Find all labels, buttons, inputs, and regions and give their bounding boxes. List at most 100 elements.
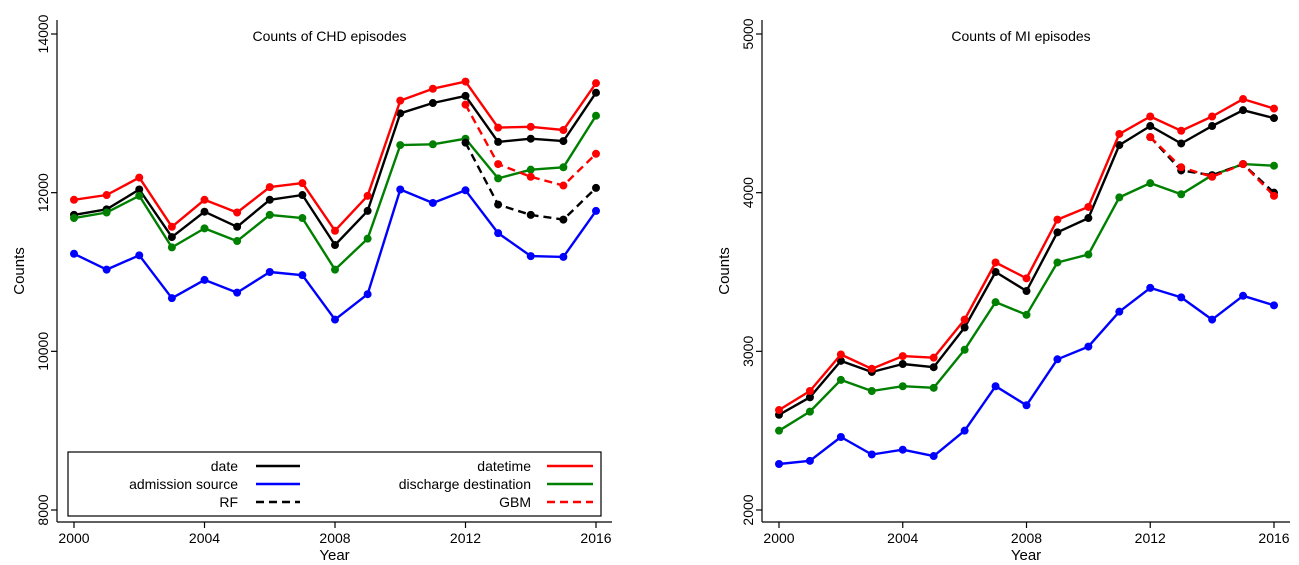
data-point	[1023, 287, 1031, 295]
data-point	[1239, 95, 1247, 103]
data-point	[331, 316, 339, 324]
data-point	[837, 433, 845, 441]
data-point	[462, 78, 470, 86]
chart-title: Counts of CHD episodes	[252, 28, 406, 44]
data-point	[331, 266, 339, 274]
data-point	[1084, 251, 1092, 259]
data-point	[233, 289, 241, 297]
data-point	[201, 224, 209, 232]
data-point	[1270, 162, 1278, 170]
data-point	[806, 457, 814, 465]
data-point	[462, 139, 470, 147]
data-point	[527, 252, 535, 260]
data-point	[868, 387, 876, 395]
series-line-RF	[466, 143, 597, 220]
data-point	[429, 140, 437, 148]
data-point	[1023, 311, 1031, 319]
data-point	[103, 209, 111, 217]
legend: date datetime admission source discharge de…	[68, 452, 601, 516]
y-tick-label: 3000	[740, 336, 756, 367]
data-point	[429, 199, 437, 207]
data-point	[1115, 130, 1123, 138]
data-point	[527, 211, 535, 219]
data-point	[1084, 214, 1092, 222]
data-point	[775, 427, 783, 435]
data-point	[1084, 343, 1092, 351]
data-point	[1023, 401, 1031, 409]
data-point	[1208, 316, 1216, 324]
data-point	[135, 192, 143, 200]
data-point	[331, 241, 339, 249]
data-point	[266, 183, 274, 191]
series-line-GBM	[1150, 137, 1274, 196]
data-point	[298, 179, 306, 187]
data-point	[429, 99, 437, 107]
data-point	[429, 85, 437, 93]
data-point	[1239, 106, 1247, 114]
data-point	[462, 186, 470, 194]
legend-label: datetime	[477, 458, 531, 474]
data-point	[592, 112, 600, 120]
data-point	[559, 137, 567, 145]
data-point	[1208, 122, 1216, 130]
data-point	[992, 298, 1000, 306]
data-point	[1270, 301, 1278, 309]
series-line-discharge-destination	[779, 164, 1274, 431]
data-point	[462, 92, 470, 100]
data-point	[168, 233, 176, 241]
data-point	[201, 276, 209, 284]
legend-label: admission source	[129, 476, 238, 492]
data-point	[396, 97, 404, 105]
data-point	[559, 163, 567, 171]
data-point	[592, 79, 600, 87]
data-point	[1053, 355, 1061, 363]
y-tick-label: 10000	[35, 332, 51, 371]
data-point	[930, 363, 938, 371]
data-point	[494, 229, 502, 237]
data-point	[233, 237, 241, 245]
data-point	[1023, 274, 1031, 282]
data-point	[331, 227, 339, 235]
data-point	[1177, 163, 1185, 171]
data-point	[1146, 284, 1154, 292]
data-point	[168, 243, 176, 251]
data-point	[298, 271, 306, 279]
chart-title: Counts of MI episodes	[951, 28, 1090, 44]
series-line-datetime	[779, 99, 1274, 410]
data-point	[1084, 203, 1092, 211]
data-point	[559, 253, 567, 261]
x-tick-label: 2012	[1135, 530, 1166, 546]
data-point	[70, 250, 78, 258]
data-point	[592, 207, 600, 215]
legend-label: RF	[219, 494, 238, 510]
y-tick-label: 5000	[740, 18, 756, 49]
y-axis-title: Counts	[716, 247, 733, 295]
data-point	[930, 384, 938, 392]
data-point	[775, 460, 783, 468]
data-point	[1146, 122, 1154, 130]
data-point	[233, 209, 241, 217]
data-point	[1208, 113, 1216, 121]
data-point	[298, 214, 306, 222]
data-point	[201, 208, 209, 216]
data-point	[1115, 193, 1123, 201]
x-tick-label: 2000	[763, 530, 794, 546]
x-tick-label: 2008	[319, 530, 350, 546]
data-point	[1053, 258, 1061, 266]
data-point	[1146, 113, 1154, 121]
data-point	[868, 450, 876, 458]
x-tick-label: 2000	[58, 530, 89, 546]
data-point	[1270, 105, 1278, 113]
data-point	[494, 160, 502, 168]
data-point	[396, 185, 404, 193]
data-point	[806, 387, 814, 395]
data-point	[559, 182, 567, 190]
data-point	[298, 191, 306, 199]
data-point	[1177, 190, 1185, 198]
data-point	[266, 211, 274, 219]
data-point	[1177, 293, 1185, 301]
data-point	[1053, 228, 1061, 236]
data-point	[592, 89, 600, 97]
data-point	[992, 258, 1000, 266]
